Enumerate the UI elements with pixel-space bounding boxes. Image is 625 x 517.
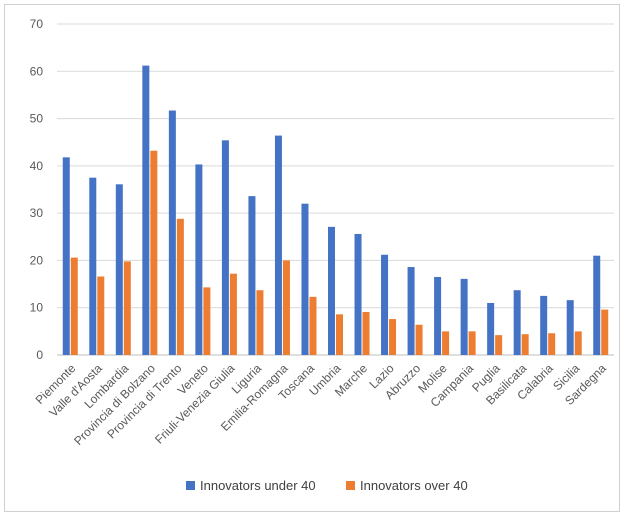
bar-over-40	[601, 309, 609, 355]
y-tick-label: 60	[30, 64, 44, 78]
bar-over-40	[495, 335, 503, 355]
legend: Innovators under 40 Innovators over 40	[186, 478, 468, 493]
bar-over-40	[97, 276, 105, 355]
y-axis-ticks: 0 10 20 30 40 50 60 70	[30, 17, 44, 362]
bar-under-40	[540, 295, 548, 355]
bar-over-40	[521, 334, 529, 355]
y-tick-label: 30	[30, 206, 44, 220]
bar-over-40	[362, 311, 370, 355]
bar-under-40	[487, 302, 495, 355]
bar-over-40	[203, 287, 211, 355]
bar-under-40	[566, 300, 574, 355]
bar-under-40	[381, 254, 389, 355]
bar-over-40	[389, 319, 397, 355]
bar-under-40	[513, 290, 521, 355]
y-tick-label: 40	[30, 159, 44, 173]
bar-over-40	[282, 260, 290, 355]
bar-under-40	[593, 255, 601, 355]
bar-over-40	[70, 257, 78, 355]
bar-under-40	[354, 233, 362, 355]
bar-under-40	[460, 278, 468, 355]
bar-over-40	[336, 314, 343, 355]
bar-under-40	[115, 184, 123, 355]
bar-under-40	[328, 226, 335, 355]
bar-over-40	[123, 261, 131, 355]
bar-over-40	[442, 331, 450, 355]
bar-under-40	[274, 135, 282, 355]
legend-label-over-40: Innovators over 40	[360, 478, 468, 493]
bars	[62, 65, 609, 356]
y-tick-label: 50	[30, 112, 44, 126]
bar-over-40	[415, 324, 423, 355]
bar-over-40	[309, 296, 317, 355]
y-tick-label: 70	[30, 17, 44, 31]
bar-under-40	[62, 157, 70, 355]
bar-under-40	[248, 196, 256, 355]
bar-over-40	[548, 333, 556, 355]
legend-swatch-under-40	[186, 481, 195, 490]
bar-under-40	[89, 177, 97, 355]
bar-over-40	[229, 273, 237, 355]
bar-under-40	[434, 276, 442, 355]
bar-under-40	[407, 267, 415, 355]
bar-over-40	[468, 331, 476, 355]
y-tick-label: 20	[30, 253, 44, 267]
bar-under-40	[142, 65, 150, 356]
bar-under-40	[168, 110, 176, 355]
bar-over-40	[150, 150, 158, 355]
bar-over-40	[256, 290, 264, 355]
y-tick-label: 0	[36, 348, 43, 362]
bar-under-40	[221, 140, 229, 355]
legend-label-under-40: Innovators under 40	[200, 478, 316, 493]
y-tick-label: 10	[30, 301, 44, 315]
bar-under-40	[301, 203, 309, 355]
bar-over-40	[574, 331, 582, 355]
bar-over-40	[176, 218, 184, 355]
gridlines	[57, 23, 614, 356]
chart-frame	[4, 4, 620, 512]
legend-swatch-over-40	[346, 481, 355, 490]
bar-under-40	[195, 164, 203, 355]
